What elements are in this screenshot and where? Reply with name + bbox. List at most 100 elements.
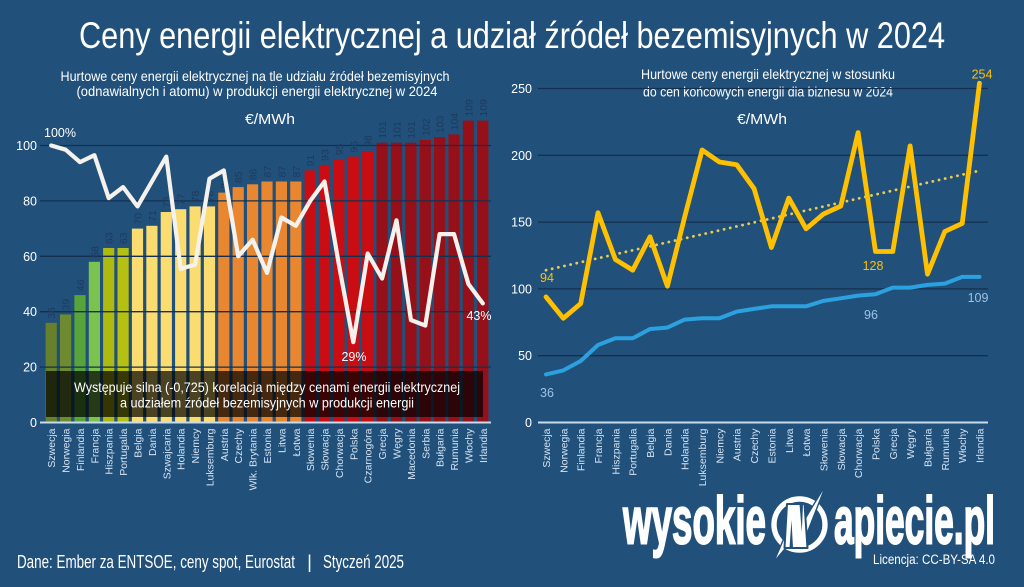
svg-text:80: 80 — [23, 194, 37, 208]
svg-text:Węgry: Węgry — [392, 428, 404, 459]
svg-text:78: 78 — [190, 191, 202, 203]
svg-text:100: 100 — [16, 139, 37, 153]
svg-text:71: 71 — [147, 210, 159, 222]
svg-text:63: 63 — [118, 232, 130, 244]
svg-text:Chorwacja: Chorwacja — [334, 428, 346, 478]
svg-text:Słowenia: Słowenia — [305, 428, 317, 471]
svg-text:60: 60 — [23, 250, 37, 264]
svg-text:100%: 100% — [44, 126, 76, 140]
svg-text:76: 76 — [161, 196, 173, 208]
svg-text:Holandia: Holandia — [176, 428, 188, 470]
svg-text:Niemcy: Niemcy — [190, 428, 202, 464]
svg-text:Styczeń 2025: Styczeń 2025 — [323, 551, 404, 572]
svg-text:(odnawialnych i atomu) w produ: (odnawialnych i atomu) w produkcji energ… — [77, 83, 438, 99]
svg-text:Belgia: Belgia — [645, 428, 657, 457]
svg-text:Portugalia: Portugalia — [628, 428, 640, 475]
svg-text:Rumunia: Rumunia — [449, 428, 461, 470]
svg-text:Estonia: Estonia — [766, 428, 778, 463]
svg-text:109: 109 — [463, 99, 475, 117]
svg-text:87: 87 — [291, 166, 303, 178]
svg-text:Grecja: Grecja — [377, 428, 389, 459]
svg-text:100: 100 — [511, 282, 532, 296]
svg-text:Dane: Ember za ENTSOE, ceny sp: Dane: Ember za ENTSOE, ceny spot, Eurost… — [17, 551, 295, 572]
svg-text:Holandia: Holandia — [680, 428, 692, 470]
svg-text:Czarnogóra: Czarnogóra — [363, 428, 375, 483]
svg-text:wysokie: wysokie — [622, 484, 766, 559]
svg-text:109: 109 — [478, 99, 490, 117]
svg-text:Bułgaria: Bułgaria — [923, 428, 935, 467]
svg-text:150: 150 — [511, 216, 532, 230]
svg-text:Litwa: Litwa — [784, 428, 796, 453]
svg-text:87: 87 — [276, 166, 288, 178]
svg-text:Norwegia: Norwegia — [61, 428, 73, 473]
svg-text:Finlandia: Finlandia — [576, 428, 588, 471]
svg-text:Irlandia: Irlandia — [478, 428, 490, 463]
svg-text:Bułgaria: Bułgaria — [435, 428, 447, 467]
svg-text:98: 98 — [363, 135, 375, 147]
svg-text:200: 200 — [511, 149, 532, 163]
svg-text:86: 86 — [248, 168, 260, 180]
svg-text:Dania: Dania — [662, 428, 674, 456]
svg-text:128: 128 — [863, 259, 884, 273]
svg-text:Finlandia: Finlandia — [75, 428, 87, 471]
svg-text:254: 254 — [972, 68, 993, 82]
svg-text:85: 85 — [233, 171, 245, 183]
svg-text:Austria: Austria — [732, 428, 744, 461]
svg-text:40: 40 — [23, 305, 37, 319]
svg-text:0: 0 — [30, 416, 37, 430]
svg-text:Hiszpania: Hiszpania — [104, 428, 116, 474]
svg-text:103: 103 — [435, 116, 447, 134]
svg-text:Luksemburg: Luksemburg — [697, 428, 709, 486]
svg-text:Rumunia: Rumunia — [940, 428, 952, 470]
svg-text:29%: 29% — [341, 350, 366, 364]
svg-text:Szwajcaria: Szwajcaria — [161, 428, 173, 479]
svg-text:Włochy: Włochy — [957, 428, 969, 463]
svg-text:94: 94 — [540, 271, 554, 285]
svg-text:58: 58 — [89, 246, 101, 258]
svg-text:Czechy: Czechy — [233, 428, 245, 464]
svg-text:95: 95 — [334, 144, 346, 156]
svg-text:101: 101 — [392, 121, 404, 139]
svg-text:87: 87 — [262, 166, 274, 178]
svg-text:Portugalia: Portugalia — [118, 428, 130, 475]
svg-text:Szwecja: Szwecja — [541, 428, 553, 467]
svg-text:Hurtowe ceny energii elektrycz: Hurtowe ceny energii elektrycznej na tle… — [61, 68, 450, 84]
svg-text:Hiszpania: Hiszpania — [610, 428, 622, 474]
svg-text:Belgia: Belgia — [133, 428, 145, 457]
svg-text:Chorwacja: Chorwacja — [853, 428, 865, 478]
svg-text:Czechy: Czechy — [749, 428, 761, 464]
svg-text:70: 70 — [133, 213, 145, 225]
svg-text:36: 36 — [540, 386, 554, 400]
svg-text:Słowenia: Słowenia — [818, 428, 830, 471]
svg-text:101: 101 — [377, 121, 389, 139]
svg-text:Francja: Francja — [593, 428, 605, 463]
svg-text:Ceny energii elektrycznej a ud: Ceny energii elektrycznej a udział źróde… — [79, 15, 945, 56]
svg-text:Licencja: CC-BY-SA 4.0: Licencja: CC-BY-SA 4.0 — [873, 552, 995, 567]
svg-text:Hurtowe ceny energii elektrycz: Hurtowe ceny energii elektrycznej w stos… — [641, 66, 895, 82]
svg-text:€/MWh: €/MWh — [737, 111, 787, 128]
svg-text:Występuje silna (-0,725) korel: Występuje silna (-0,725) korelacja międz… — [74, 379, 460, 395]
svg-text:63: 63 — [104, 232, 116, 244]
svg-text:Luksemburg: Luksemburg — [205, 428, 217, 486]
svg-text:50: 50 — [518, 349, 532, 363]
svg-text:Niemcy: Niemcy — [714, 428, 726, 464]
svg-text:250: 250 — [511, 82, 532, 96]
svg-text:36: 36 — [46, 307, 58, 319]
svg-text:46: 46 — [75, 279, 87, 291]
svg-text:Grecja: Grecja — [888, 428, 900, 459]
svg-text:Francja: Francja — [89, 428, 101, 463]
svg-text:93: 93 — [320, 149, 332, 161]
svg-text:0: 0 — [525, 416, 532, 430]
svg-text:78: 78 — [205, 191, 217, 203]
svg-text:€/MWh: €/MWh — [245, 111, 295, 128]
svg-text:Polska: Polska — [871, 428, 883, 460]
svg-text:96: 96 — [864, 308, 878, 322]
svg-text:|: | — [307, 551, 312, 572]
svg-text:a udziałem źródeł bezemisyjnyc: a udziałem źródeł bezemisyjnych w produk… — [120, 395, 414, 411]
svg-text:Polska: Polska — [348, 428, 360, 460]
svg-text:Węgry: Węgry — [905, 428, 917, 459]
svg-text:Macedonia: Macedonia — [406, 428, 418, 480]
svg-text:do cen końcowych energii dla b: do cen końcowych energii dla biznesu w 2… — [643, 84, 893, 100]
svg-text:Irlandia: Irlandia — [975, 428, 987, 463]
svg-text:Łotwa: Łotwa — [291, 428, 303, 456]
